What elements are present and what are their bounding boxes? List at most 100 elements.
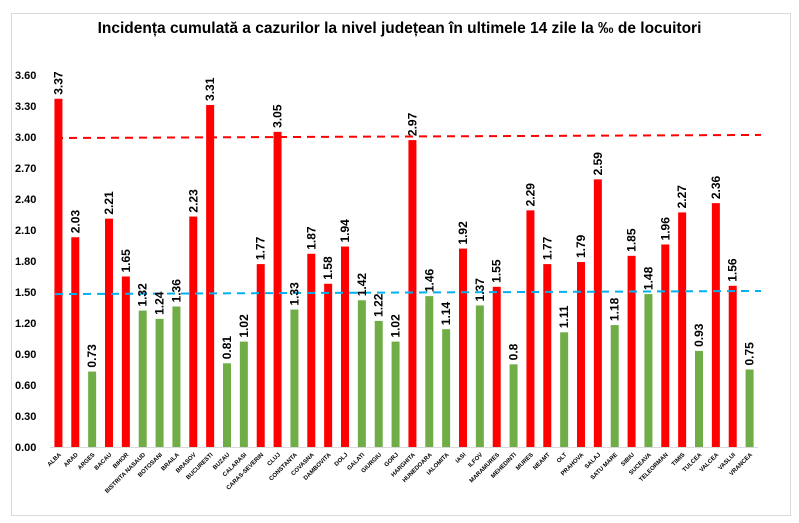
value-labels: 3.37 2.03 0.73 2.21 1.651.32 1.241.36 2.23 3.31… (51, 71, 756, 367)
bar-maramures (492, 286, 501, 447)
value-label: 0.8 (507, 343, 521, 360)
value-label: 3.05 (271, 104, 285, 128)
y-tick-label: 3.30 (15, 101, 36, 113)
threshold-3-line (54, 133, 762, 140)
value-label: 1.02 (237, 314, 251, 338)
value-label: 1.18 (608, 297, 622, 321)
y-tick-label: 3.60 (15, 70, 36, 82)
value-label: 1.94 (338, 219, 352, 243)
x-tick-label: OLT (556, 452, 569, 465)
bar-ialomita (442, 329, 451, 447)
x-tick-label: BACAU (94, 452, 114, 472)
bar-galati (357, 300, 366, 447)
value-label: 1.24 (153, 291, 167, 315)
bar-mures (526, 210, 535, 447)
bar-ilfov (475, 305, 484, 447)
value-label: 1.32 (136, 283, 150, 307)
value-label: 1.46 (422, 268, 436, 292)
bar-tulcea (695, 350, 703, 447)
value-label: 1.92 (456, 221, 470, 245)
bar-dambovita (324, 283, 333, 447)
x-tick-label: ALBA (47, 452, 63, 468)
bar-valcea (711, 203, 720, 447)
bar-neamt (543, 264, 552, 447)
value-label: 1.11 (557, 305, 571, 328)
bar-bistrita-nasaud (138, 310, 147, 447)
value-label: 2.59 (591, 152, 605, 176)
value-label: 2.29 (523, 183, 537, 207)
bar-calarasi (239, 341, 248, 447)
value-label: 1.22 (372, 293, 386, 317)
bar-suceava (644, 294, 653, 447)
value-label: 3.37 (51, 71, 65, 95)
value-label: 1.79 (574, 234, 588, 258)
value-label: 1.77 (254, 236, 268, 260)
value-label: 1.85 (625, 228, 639, 252)
value-label: 2.27 (675, 185, 689, 209)
value-label: 0.93 (692, 323, 706, 347)
value-label: 1.37 (473, 278, 487, 302)
bar-timis (678, 212, 687, 447)
bar-vrancea (745, 369, 754, 447)
y-tick-label: 0.30 (15, 411, 36, 423)
value-label: 0.81 (220, 336, 234, 360)
value-label: 2.97 (405, 112, 419, 136)
bar-giurgiu (374, 320, 383, 447)
x-tick-label: IASI (455, 452, 468, 465)
bar-arad (71, 237, 80, 447)
bar-teleorman (661, 244, 670, 447)
bar-arges (88, 371, 97, 447)
bar-brasov (189, 216, 198, 447)
y-tick-label: 1.20 (15, 318, 36, 330)
bar-satu-mare (610, 325, 619, 447)
y-tick-label: 3.00 (15, 132, 36, 144)
bar-bihor (121, 276, 130, 447)
value-label: 1.14 (439, 302, 453, 326)
y-tick-label: 2.10 (15, 225, 36, 237)
bar-buzau (223, 363, 231, 447)
bar-gorj (391, 341, 400, 447)
y-tick-label: 0.00 (15, 442, 36, 454)
value-label: 1.48 (641, 266, 655, 290)
value-label: 2.36 (709, 175, 723, 199)
x-tick-label: NEAMT (532, 452, 552, 472)
bar-caras-severin (256, 264, 265, 447)
value-label: 1.56 (726, 258, 740, 282)
y-tick-label: 1.80 (15, 256, 36, 268)
value-label: 1.36 (169, 279, 183, 303)
bar-bucuresti (206, 104, 215, 447)
x-tick-label: SIBIU (620, 452, 636, 468)
value-label: 3.31 (203, 77, 217, 101)
y-tick-label: 0.60 (15, 380, 36, 392)
bar-sibiu (627, 255, 636, 447)
value-label: 1.65 (119, 249, 133, 273)
x-tick-label: VALCEA (699, 452, 721, 474)
bar-olt (560, 332, 569, 447)
bar-vaslui (728, 285, 737, 447)
bar-dolj (341, 246, 349, 447)
value-label: 1.42 (355, 273, 369, 297)
bar-covasna (307, 253, 316, 447)
bar-braila (172, 306, 181, 447)
value-label: 0.75 (743, 342, 757, 366)
value-label: 1.58 (321, 256, 335, 280)
bar-cluj (273, 131, 282, 448)
bars (54, 98, 754, 448)
value-label: 2.23 (186, 189, 200, 213)
bar-prahova (577, 262, 585, 447)
x-tick-label: MURES (515, 452, 535, 472)
value-label: 1.02 (389, 314, 403, 338)
value-label: 1.96 (658, 217, 672, 241)
chart-title: Incidența cumulată a cazurilor la nivel … (97, 20, 702, 37)
value-label: 1.33 (287, 282, 301, 306)
value-label: 2.03 (68, 210, 82, 234)
y-tick-label: 2.40 (15, 194, 36, 206)
bar-botosani (155, 318, 164, 447)
threshold-1.5-line (54, 289, 762, 296)
y-tick-label: 1.50 (15, 287, 36, 299)
threshold-lines (54, 133, 762, 296)
y-tick-label: 2.70 (15, 163, 36, 175)
x-tick-label: TIMIS (671, 452, 687, 468)
